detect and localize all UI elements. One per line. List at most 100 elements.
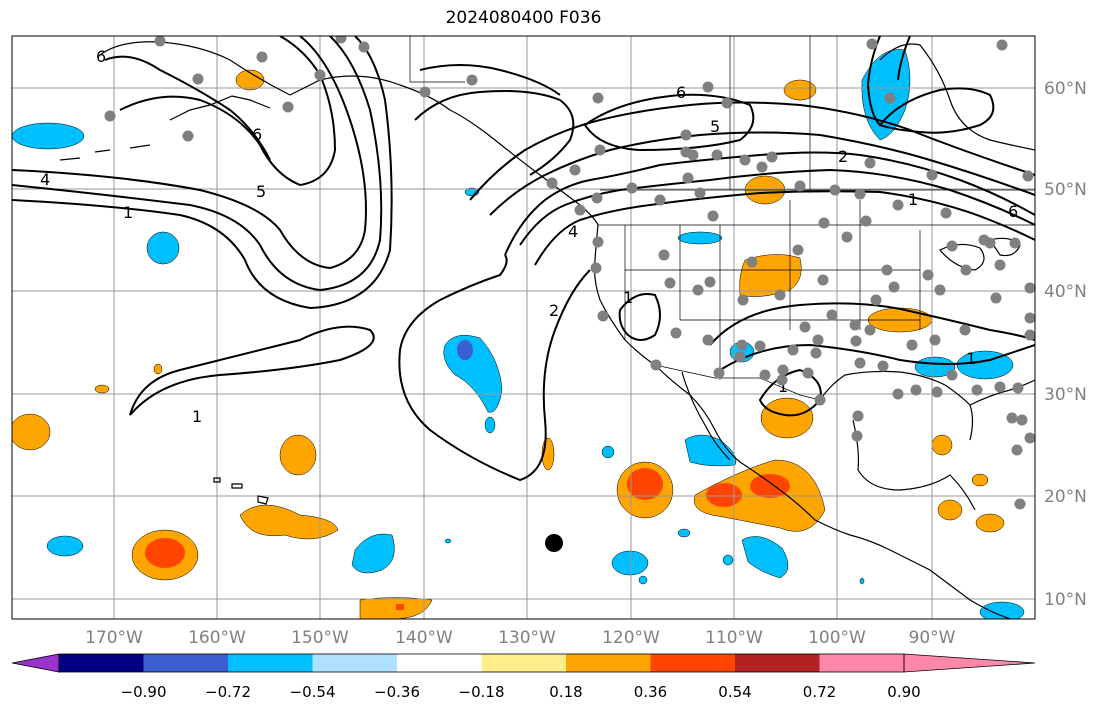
station-marker bbox=[1016, 414, 1028, 426]
station-marker bbox=[841, 231, 853, 243]
station-marker bbox=[860, 215, 872, 227]
station-marker bbox=[687, 149, 699, 161]
strong-positive-anomaly-area bbox=[706, 483, 742, 507]
lat-tick-label: 10°N bbox=[1044, 590, 1087, 610]
colorbar-tick-label: 0.36 bbox=[634, 683, 667, 701]
station-marker bbox=[877, 360, 889, 372]
station-marker bbox=[335, 36, 347, 44]
station-marker bbox=[854, 188, 866, 200]
station-marker bbox=[1024, 282, 1035, 294]
station-marker bbox=[1012, 382, 1024, 394]
positive-anomaly-area bbox=[937, 499, 963, 521]
contour-label: 6 bbox=[96, 47, 106, 66]
station-marker bbox=[851, 430, 863, 442]
station-marker bbox=[854, 357, 866, 369]
station-marker bbox=[1009, 237, 1021, 249]
station-marker bbox=[704, 276, 716, 288]
contour-label: 1 bbox=[192, 407, 202, 426]
station-marker bbox=[794, 180, 806, 192]
lon-tick-label: 120°W bbox=[602, 628, 660, 648]
station-marker bbox=[799, 321, 811, 333]
latitude-axis: 10°N 20°N 30°N 40°N 50°N 60°N bbox=[1044, 79, 1087, 610]
station-marker bbox=[996, 39, 1008, 51]
positive-anomaly-area bbox=[760, 397, 814, 439]
station-marker bbox=[802, 367, 814, 379]
station-marker bbox=[721, 97, 733, 109]
lon-tick-label: 130°W bbox=[498, 628, 556, 648]
station-marker bbox=[1022, 170, 1034, 182]
contour-label: 5 bbox=[256, 182, 266, 201]
contour-label: 2 bbox=[549, 301, 559, 320]
station-marker bbox=[358, 41, 370, 53]
station-marker bbox=[658, 249, 670, 261]
station-marker bbox=[922, 269, 934, 281]
station-marker bbox=[940, 207, 952, 219]
station-marker bbox=[104, 110, 116, 122]
station-marker bbox=[1024, 432, 1035, 444]
positive-anomaly-area bbox=[239, 504, 339, 540]
contour-label: 1 bbox=[908, 190, 918, 209]
colorbar-tick-label: −0.54 bbox=[290, 683, 336, 701]
station-marker bbox=[826, 309, 838, 321]
lon-tick-label: 140°W bbox=[395, 628, 453, 648]
station-marker bbox=[694, 187, 706, 199]
station-marker bbox=[852, 410, 864, 422]
lat-tick-label: 60°N bbox=[1044, 79, 1087, 99]
lon-tick-label: 90°W bbox=[909, 628, 956, 648]
station-marker bbox=[569, 164, 581, 176]
station-marker bbox=[994, 259, 1006, 271]
colorbar-segment bbox=[228, 654, 313, 672]
map-panel bbox=[12, 36, 1035, 619]
colorbar-tick-label: 0.90 bbox=[887, 683, 920, 701]
station-marker bbox=[818, 217, 830, 229]
station-marker bbox=[1024, 312, 1035, 324]
station-marker bbox=[739, 154, 751, 166]
station-marker bbox=[256, 51, 268, 63]
station-marker bbox=[626, 182, 638, 194]
colorbar-tick-label: −0.18 bbox=[459, 683, 505, 701]
station-marker bbox=[881, 264, 893, 276]
station-marker bbox=[1006, 412, 1018, 424]
positive-anomaly-area bbox=[975, 513, 1005, 533]
longitude-axis: 170°W 160°W 150°W 140°W 130°W 120°W 110°… bbox=[85, 628, 956, 648]
station-marker bbox=[959, 324, 971, 336]
positive-anomaly-area bbox=[931, 434, 953, 456]
political-borders bbox=[409, 36, 1035, 401]
station-marker bbox=[154, 36, 166, 47]
station-marker bbox=[590, 262, 602, 274]
station-marker bbox=[419, 86, 431, 98]
station-marker bbox=[591, 192, 603, 204]
station-marker bbox=[864, 324, 876, 336]
lat-tick-label: 50°N bbox=[1044, 180, 1087, 200]
lat-tick-label: 40°N bbox=[1044, 282, 1087, 302]
station-marker bbox=[1024, 329, 1035, 341]
station-marker bbox=[707, 210, 719, 222]
station-marker bbox=[777, 364, 789, 376]
station-marker bbox=[746, 256, 758, 268]
station-marker bbox=[774, 289, 786, 301]
station-marker bbox=[971, 384, 983, 396]
station-marker bbox=[850, 335, 862, 347]
station-marker bbox=[934, 284, 946, 296]
coastlines bbox=[59, 41, 1035, 619]
station-marker bbox=[994, 381, 1006, 393]
station-marker bbox=[592, 92, 604, 104]
station-marker bbox=[594, 144, 606, 156]
storm-center-marker bbox=[545, 534, 563, 552]
lat-tick-label: 20°N bbox=[1044, 487, 1087, 507]
contour-labels: 6 4 1 5 6 6 4 5 1 2 6 2 1 1 1 1 bbox=[40, 47, 1018, 426]
station-marker bbox=[574, 204, 586, 216]
colorbar-tick-label: −0.36 bbox=[374, 683, 420, 701]
colorbar-segment bbox=[59, 654, 144, 672]
station-marker bbox=[906, 339, 918, 351]
station-marker bbox=[1014, 498, 1026, 510]
station-marker bbox=[892, 199, 904, 211]
station-marker bbox=[736, 339, 748, 351]
station-marker bbox=[884, 92, 896, 104]
contour-label: 1 bbox=[966, 349, 976, 368]
station-marker bbox=[680, 129, 692, 141]
station-marker bbox=[814, 394, 826, 406]
contour-label: 6 bbox=[252, 125, 262, 144]
station-marker bbox=[984, 237, 996, 249]
